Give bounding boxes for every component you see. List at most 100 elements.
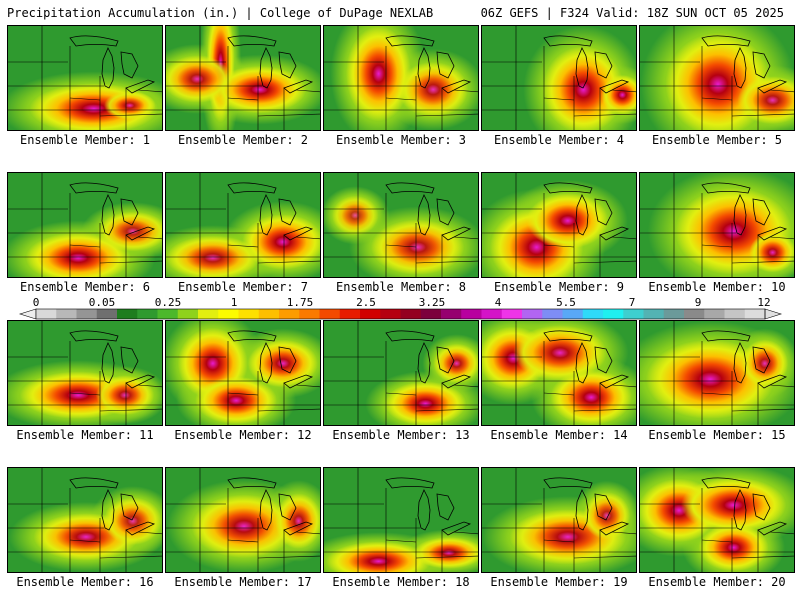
ensemble-member-label: Ensemble Member: 15 — [648, 428, 786, 442]
precip-field — [8, 321, 162, 425]
colorbar-tick-label: 0.25 — [154, 296, 182, 309]
precip-map — [7, 25, 163, 131]
colorbar-swatch — [481, 309, 503, 319]
precip-map — [323, 320, 479, 426]
colorbar-swatch — [603, 309, 624, 319]
precip-map — [639, 320, 795, 426]
ensemble-member-label: Ensemble Member: 1 — [19, 133, 151, 147]
colorbar-tick-label: 1 — [230, 296, 238, 309]
ensemble-member-label: Ensemble Member: 11 — [16, 428, 154, 442]
ensemble-member-label: Ensemble Member: 10 — [648, 280, 786, 294]
colorbar-swatch — [623, 309, 644, 319]
precip-map — [481, 467, 637, 573]
precip-map — [323, 25, 479, 131]
colorbar-legend: 0 0.05 0.25 1 1.75 2.5 3.25 4 5.5 7 9 12 — [0, 296, 800, 320]
precip-field — [8, 468, 162, 572]
ensemble-member-label: Ensemble Member: 3 — [335, 133, 467, 147]
precip-map — [7, 467, 163, 573]
colorbar-swatch — [744, 309, 766, 319]
colorbar-swatch — [137, 309, 158, 319]
ensemble-member-label: Ensemble Member: 19 — [490, 575, 628, 589]
ensemble-member-label: Ensemble Member: 12 — [174, 428, 312, 442]
colorbar-swatch — [360, 309, 381, 319]
colorbar-swatch — [461, 309, 482, 319]
precip-field — [324, 468, 478, 572]
precip-field — [166, 468, 320, 572]
run-info: 06Z GEFS | F324 Valid: 18Z SUN OCT 05 20… — [480, 6, 784, 20]
precip-field — [8, 26, 162, 130]
ensemble-member-label: Ensemble Member: 18 — [332, 575, 470, 589]
ensemble-member-label: Ensemble Member: 2 — [177, 133, 309, 147]
ensemble-member-label: Ensemble Member: 20 — [648, 575, 786, 589]
precip-field — [166, 173, 320, 277]
colorbar-swatch — [704, 309, 725, 319]
colorbar-tick-label: 7 — [628, 296, 636, 309]
ensemble-member-label: Ensemble Member: 14 — [490, 428, 628, 442]
colorbar-swatch — [117, 309, 138, 319]
colorbar-swatch — [279, 309, 300, 319]
precip-map — [323, 467, 479, 573]
colorbar-swatch — [643, 309, 665, 319]
precip-map — [481, 25, 637, 131]
ensemble-member-label: Ensemble Member: 8 — [335, 280, 467, 294]
colorbar-swatch — [441, 309, 462, 319]
precip-field — [640, 26, 794, 130]
colorbar-swatch — [76, 309, 98, 319]
precip-field — [482, 173, 636, 277]
colorbar-swatch — [522, 309, 543, 319]
colorbar-swatch — [299, 309, 320, 319]
colorbar-swatch — [542, 309, 563, 319]
colorbar-tick-label: 1.75 — [286, 296, 314, 309]
precip-field — [640, 468, 794, 572]
colorbar-tick-label: 12 — [757, 296, 771, 309]
precip-field — [640, 173, 794, 277]
ensemble-member-label: Ensemble Member: 17 — [174, 575, 312, 589]
colorbar-swatch — [684, 309, 705, 319]
colorbar-swatch — [36, 309, 57, 319]
colorbar-swatch — [400, 309, 422, 319]
colorbar-swatch — [380, 309, 401, 319]
precip-field — [482, 468, 636, 572]
precip-field — [482, 26, 636, 130]
precip-map — [7, 172, 163, 278]
precip-field — [482, 321, 636, 425]
colorbar-swatch — [218, 309, 239, 319]
precip-map — [481, 172, 637, 278]
colorbar-tick-label: 4 — [494, 296, 502, 309]
precip-map — [323, 172, 479, 278]
precip-map — [639, 172, 795, 278]
colorbar-swatch — [238, 309, 260, 319]
precip-map — [481, 320, 637, 426]
colorbar-tick-label: 3.25 — [418, 296, 446, 309]
colorbar-strip — [18, 308, 783, 320]
precip-field — [166, 321, 320, 425]
colorbar-tick-label: 2.5 — [356, 296, 376, 309]
colorbar-swatch — [258, 309, 280, 319]
ensemble-member-label: Ensemble Member: 9 — [493, 280, 625, 294]
precip-map — [165, 320, 321, 426]
precip-field — [640, 321, 794, 425]
precip-field — [324, 321, 478, 425]
colorbar-swatch — [96, 309, 118, 319]
ensemble-member-label: Ensemble Member: 5 — [651, 133, 783, 147]
precip-map — [165, 25, 321, 131]
precip-map — [165, 172, 321, 278]
colorbar-swatch — [319, 309, 341, 319]
colorbar-swatch — [198, 309, 219, 319]
colorbar-swatch — [157, 309, 179, 319]
precip-field — [324, 173, 478, 277]
ensemble-member-label: Ensemble Member: 6 — [19, 280, 151, 294]
colorbar-swatch — [56, 309, 77, 319]
colorbar-swatch — [420, 309, 442, 319]
precip-field — [324, 26, 478, 130]
header: Precipitation Accumulation (in.) | Colle… — [0, 0, 800, 22]
colorbar-swatch — [724, 309, 746, 319]
ensemble-member-label: Ensemble Member: 13 — [332, 428, 470, 442]
colorbar-min-arrow — [18, 308, 37, 320]
colorbar-swatch — [177, 309, 199, 319]
ensemble-member-label: Ensemble Member: 4 — [493, 133, 625, 147]
precip-map — [639, 25, 795, 131]
colorbar-tick-label: 0 — [32, 296, 40, 309]
colorbar-swatch — [582, 309, 604, 319]
